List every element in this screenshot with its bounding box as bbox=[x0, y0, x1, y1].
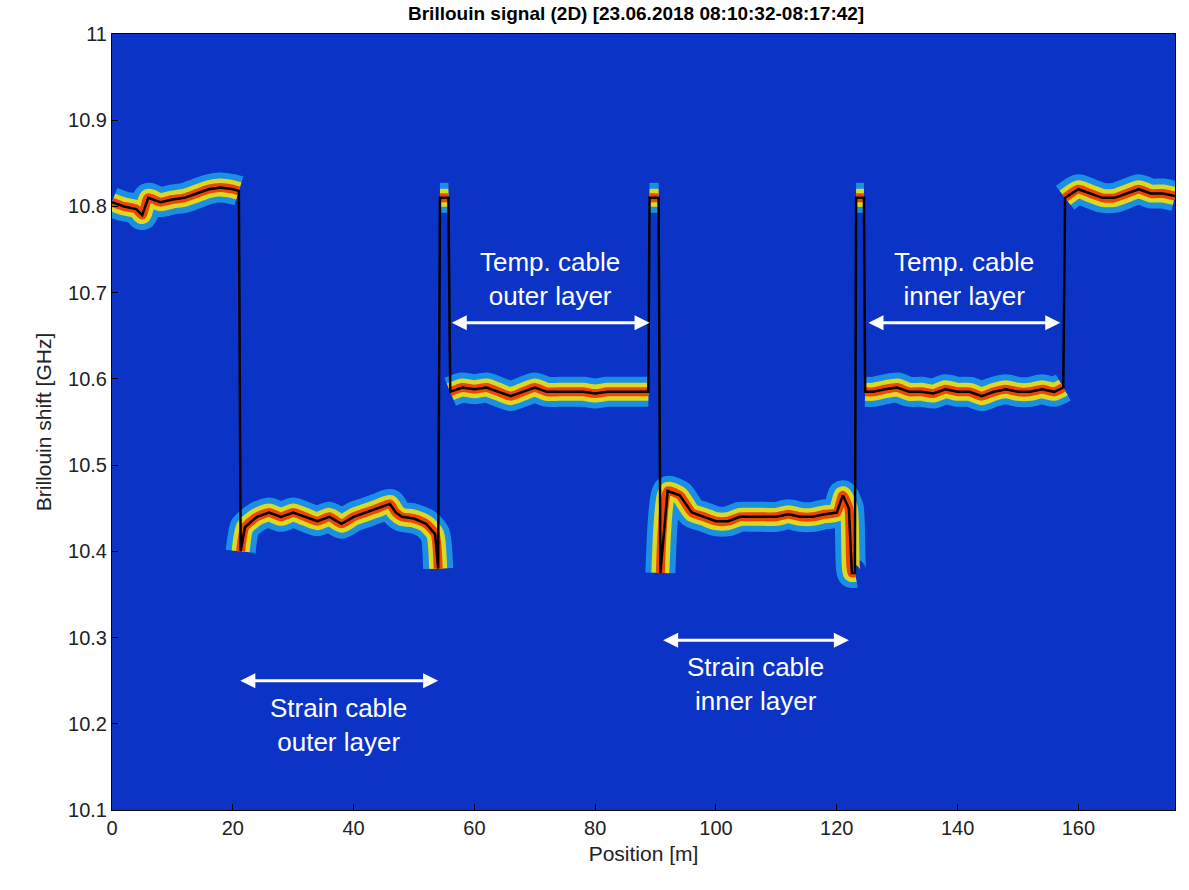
svg-text:10.1: 10.1 bbox=[68, 799, 107, 821]
svg-text:140: 140 bbox=[941, 817, 974, 839]
svg-text:10.6: 10.6 bbox=[68, 368, 107, 390]
svg-text:10.9: 10.9 bbox=[68, 109, 107, 131]
svg-text:80: 80 bbox=[584, 817, 606, 839]
svg-text:Position [m]: Position [m] bbox=[589, 842, 699, 865]
svg-text:120: 120 bbox=[820, 817, 853, 839]
svg-text:160: 160 bbox=[1062, 817, 1095, 839]
svg-text:60: 60 bbox=[463, 817, 485, 839]
svg-text:10.3: 10.3 bbox=[68, 627, 107, 649]
svg-text:40: 40 bbox=[342, 817, 364, 839]
svg-text:10.5: 10.5 bbox=[68, 454, 107, 476]
svg-text:20: 20 bbox=[222, 817, 244, 839]
svg-text:11: 11 bbox=[86, 23, 107, 45]
svg-text:Strain cableouter layer: Strain cableouter layer bbox=[270, 693, 407, 757]
svg-text:Strain cableinner layer: Strain cableinner layer bbox=[687, 652, 824, 716]
svg-text:Brillouin shift [GHz]: Brillouin shift [GHz] bbox=[32, 333, 55, 512]
svg-text:10.7: 10.7 bbox=[68, 282, 107, 304]
svg-text:10.2: 10.2 bbox=[68, 713, 107, 735]
svg-text:100: 100 bbox=[699, 817, 732, 839]
svg-text:10.4: 10.4 bbox=[68, 540, 107, 562]
svg-text:Brillouin signal (2D) [23.06.2: Brillouin signal (2D) [23.06.2018 08:10:… bbox=[408, 3, 864, 24]
svg-text:Temp. cableinner layer: Temp. cableinner layer bbox=[894, 247, 1034, 311]
svg-text:10.8: 10.8 bbox=[68, 195, 107, 217]
svg-text:Temp. cableouter layer: Temp. cableouter layer bbox=[480, 247, 620, 311]
svg-text:0: 0 bbox=[106, 817, 117, 839]
